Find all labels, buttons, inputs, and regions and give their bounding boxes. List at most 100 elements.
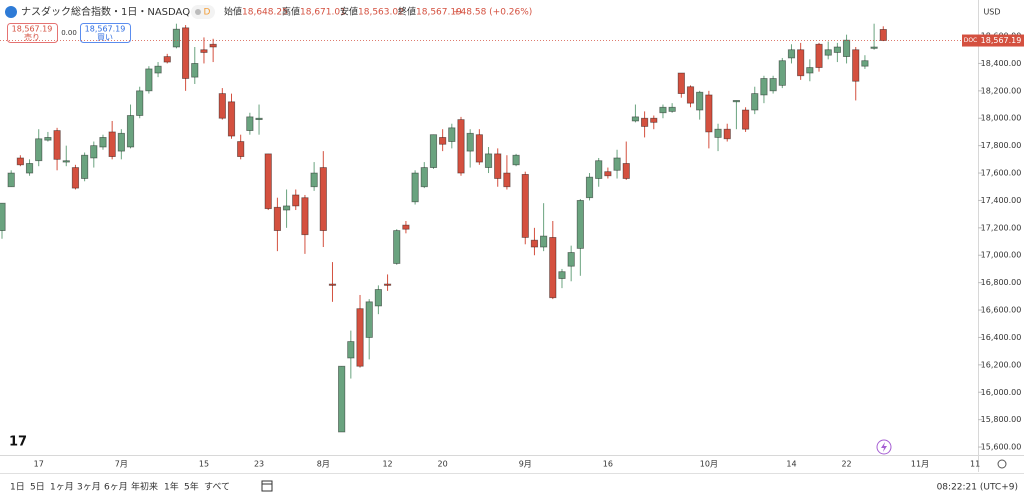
candle-body [319, 167, 327, 231]
candle-body [16, 157, 24, 166]
candle-body [852, 49, 860, 82]
candle-body [585, 176, 594, 199]
clock: 08:22:21 (UTC+9) [937, 483, 1018, 493]
logo: 17 [9, 435, 27, 450]
candle-body [494, 153, 502, 179]
toolbar: 1日 5日 1ヶ月 3ヶ月 6ヶ月 年初来 1年 5年 すべて [10, 481, 230, 493]
buy-button[interactable] [80, 23, 131, 43]
candle-body [677, 72, 685, 94]
open-label: 始値 [224, 6, 242, 18]
candle-body [686, 86, 695, 104]
candle-body [172, 28, 181, 48]
candle-body [292, 194, 300, 207]
range-button[interactable]: 年初来 [131, 481, 158, 493]
candle-body [466, 132, 474, 152]
y-tick-label: 17,000.00 [981, 251, 1022, 260]
x-tick-label: 7月 [115, 460, 128, 469]
candle-body [191, 63, 199, 78]
candle-body [604, 171, 612, 177]
y-tick-label: 16,400.00 [981, 333, 1022, 342]
candle-body [842, 39, 851, 57]
x-tick-label: 14 [786, 460, 796, 469]
candle-body [870, 46, 878, 49]
countdown-tag [962, 34, 979, 47]
candle-body [622, 163, 630, 179]
range-button[interactable]: 1年 [164, 481, 179, 493]
candle-body [760, 78, 768, 96]
badge-bg [191, 5, 215, 19]
range-button[interactable]: 6ヶ月 [104, 482, 128, 493]
settings-icon[interactable] [997, 459, 1007, 469]
candle-body [741, 109, 750, 130]
candle-body [163, 56, 171, 63]
candle-body [613, 157, 621, 171]
x-tick-label: 22 [841, 460, 851, 469]
candle-body [402, 224, 410, 230]
candle-body [81, 154, 89, 179]
candle-body [44, 137, 52, 141]
candle-body [503, 172, 511, 188]
candle-body [641, 117, 649, 127]
candle-body [126, 115, 135, 148]
candle-body [62, 160, 70, 163]
buy-label: 買い [97, 33, 113, 42]
candle-body [273, 206, 282, 231]
candle-body [732, 100, 741, 103]
candle-body [769, 78, 777, 92]
high-label: 高値 [282, 6, 300, 18]
candle-body [567, 252, 575, 267]
x-tick-label: 12 [382, 460, 392, 469]
candle-body [457, 119, 465, 174]
event-bolt [881, 442, 887, 452]
candle-body [833, 46, 841, 53]
candle-body [723, 128, 731, 140]
y-tick-label: 18,400.00 [981, 59, 1022, 68]
close-value: 18,567.19 [416, 8, 462, 18]
low-value: 18,563.02 [358, 8, 404, 18]
candle-body [751, 93, 759, 111]
candle-body [778, 60, 786, 86]
y-tick-label: 16,200.00 [981, 360, 1022, 369]
candle-body [264, 153, 272, 210]
candle-body [338, 365, 346, 433]
candle-body [365, 301, 373, 338]
candle-body [861, 60, 869, 67]
range-button[interactable]: 5年 [184, 481, 199, 493]
candle-body [356, 308, 364, 367]
candle-body [439, 137, 447, 145]
range-button[interactable]: 5日 [30, 482, 45, 493]
countdown: DOC [964, 37, 978, 44]
range-button[interactable]: すべて [204, 482, 230, 493]
symbol-title[interactable]: ナスダック総合指数・1日・NASDAQ [21, 5, 190, 18]
candle-body [328, 283, 337, 286]
y-tick-label: 16,800.00 [981, 278, 1022, 287]
candle-body [108, 131, 116, 157]
x-tick-label: 23 [254, 460, 264, 469]
candle-body [246, 116, 254, 131]
candle-body [879, 29, 887, 41]
candle-body [53, 130, 61, 160]
currency[interactable]: USD [983, 8, 1000, 17]
spread: 0.00 [61, 29, 77, 37]
range-button[interactable]: 1ヶ月 [50, 482, 74, 493]
candle-body [218, 93, 226, 119]
candle-body [200, 49, 208, 53]
range-button[interactable]: 3ヶ月 [77, 482, 101, 493]
x-tick-label: 15 [199, 460, 209, 469]
candle-body [255, 117, 263, 121]
candle-body [576, 200, 584, 249]
candle-body [512, 154, 520, 166]
x-tick-label: 8月 [317, 460, 330, 469]
x-tick-label: 17 [34, 460, 44, 469]
candle-body [705, 94, 713, 133]
candle-body [154, 65, 162, 74]
y-tick-label: 18,200.00 [981, 86, 1022, 95]
high-value: 18,671.01 [300, 8, 346, 18]
badge-dot [195, 9, 201, 15]
date-range-icon[interactable] [261, 480, 273, 492]
sell-button[interactable] [7, 23, 58, 43]
range-button[interactable]: 1日 [10, 482, 25, 493]
x-tick-label: 11月 [911, 460, 929, 469]
